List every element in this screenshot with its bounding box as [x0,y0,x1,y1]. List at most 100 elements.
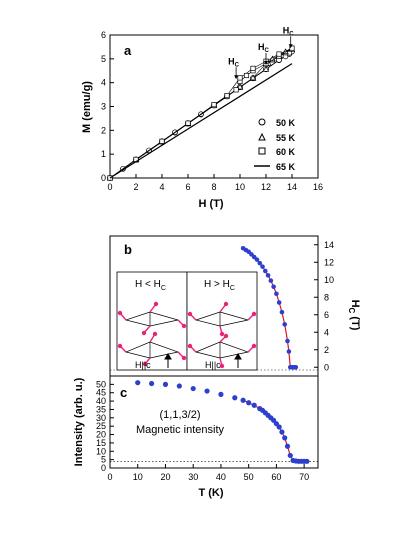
hc-data-point [257,260,263,266]
data-point-square [276,51,282,57]
panel-c-y-axis-label: Intensity (arb. u.) [73,377,85,466]
y-tick-label: 3 [101,102,106,112]
y-tick-label: 12 [324,257,334,267]
hc-annotation-label: HC [258,42,270,54]
data-point-square [185,120,191,126]
data-point-square [289,45,295,51]
series-65k-line [109,63,293,179]
inset-field-arrows [164,353,242,368]
inset-right-spin-arrows [187,301,257,369]
x-tick-label: 70 [299,472,309,482]
hc-data-point [282,322,288,327]
hc-data-point [254,257,260,262]
x-tick-label: 50 [244,472,254,482]
panel-c-marks [135,380,310,464]
y-tick-label: 14 [324,240,334,250]
x-tick-label: 8 [211,182,216,192]
x-tick-label: 12 [261,182,271,192]
y-tick-label: 20 [96,430,106,440]
legend-55k-marker [258,132,266,141]
intensity-data-point [204,388,210,394]
data-point-square [250,65,256,71]
data-point-square [233,87,239,93]
intensity-data-point [135,380,141,386]
intensity-data-point [232,395,238,401]
intensity-data-point [176,383,182,389]
legend-60k-label: 60 K [276,147,296,157]
y-tick-label: 0 [101,463,106,473]
x-tick-label: 20 [160,472,170,482]
panel-b-insets: H < HC H > HC [116,271,258,371]
y-tick-label: 4 [101,78,106,88]
intensity-data-point [282,435,288,441]
x-tick-label: 60 [271,472,281,482]
y-tick-label: 2 [101,125,106,135]
x-tick-label: 0 [107,182,112,192]
hc-data-point [268,278,274,283]
y-tick-label: 8 [324,292,329,302]
hc-data-point [276,300,282,305]
inset-right-field-label: H||c [205,360,221,370]
y-tick-label: 15 [96,438,106,448]
y-tick-label: 35 [96,404,106,414]
data-point-square [224,92,230,99]
y-tick-label: 45 [96,388,106,398]
y-tick-label: 0 [324,362,329,372]
intensity-data-point [251,402,257,408]
hc-data-point [271,284,276,290]
intensity-data-point [284,443,291,449]
x-tick-label: 40 [216,472,226,482]
inset-left-spin-arrows [117,301,187,367]
y-tick-label: 5 [101,54,106,64]
x-tick-label: 14 [287,182,297,192]
panel-b-y-axis-label: HC (T) [347,300,361,331]
inset-left-title: H < HC [135,279,166,292]
y-tick-label: 10 [96,446,106,456]
y-tick-label: 5 [101,455,106,465]
intensity-data-point [190,385,196,392]
panel-a-x-axis-label: H (T) [198,198,223,210]
panel-a-marks [106,45,296,181]
legend-55k-label: 55 K [276,133,296,143]
x-tick-label: 16 [313,182,323,192]
intensity-data-point [287,452,293,459]
panel-c-annotation-line2: Magnetic intensity [136,424,225,436]
y-tick-label: 1 [101,149,106,159]
panel-a-legend: 50 K 55 K 60 K 65 K [254,118,296,172]
hc-annotation-arrowhead [234,75,239,80]
intensity-data-point [149,380,155,387]
intensity-data-point [304,458,310,464]
panel-a-annotations: HC HC HC [228,25,294,80]
intensity-data-point [162,381,169,387]
y-tick-label: 2 [324,345,329,355]
panel-b-ticks: 0 2 4 6 8 10 12 14 [314,240,334,372]
y-tick-label: 4 [324,327,329,337]
intensity-data-point [279,429,285,435]
intensity-data-point [246,400,252,406]
x-tick-label: 10 [133,472,143,482]
panel-a-y-axis-label: M (emu/g) [81,81,93,133]
legend-50k-marker [258,118,266,126]
x-tick-label: 30 [188,472,198,482]
hc-data-point [265,273,271,278]
hc-data-point [285,338,290,344]
data-point-square [237,75,243,81]
panel-a-label: a [124,43,132,58]
panel-c-plot-frame [109,375,319,469]
y-tick-label: 50 [96,379,106,389]
hc-data-point [274,291,279,297]
x-tick-label: 10 [235,182,245,192]
intensity-data-point [276,424,282,430]
y-tick-label: 10 [324,275,334,285]
panel-b-label: b [124,242,132,257]
x-tick-label: 4 [159,182,164,192]
hc-annotation-label: HC [228,56,240,68]
intensity-data-point [240,397,246,403]
intensity-data-point [218,391,224,397]
